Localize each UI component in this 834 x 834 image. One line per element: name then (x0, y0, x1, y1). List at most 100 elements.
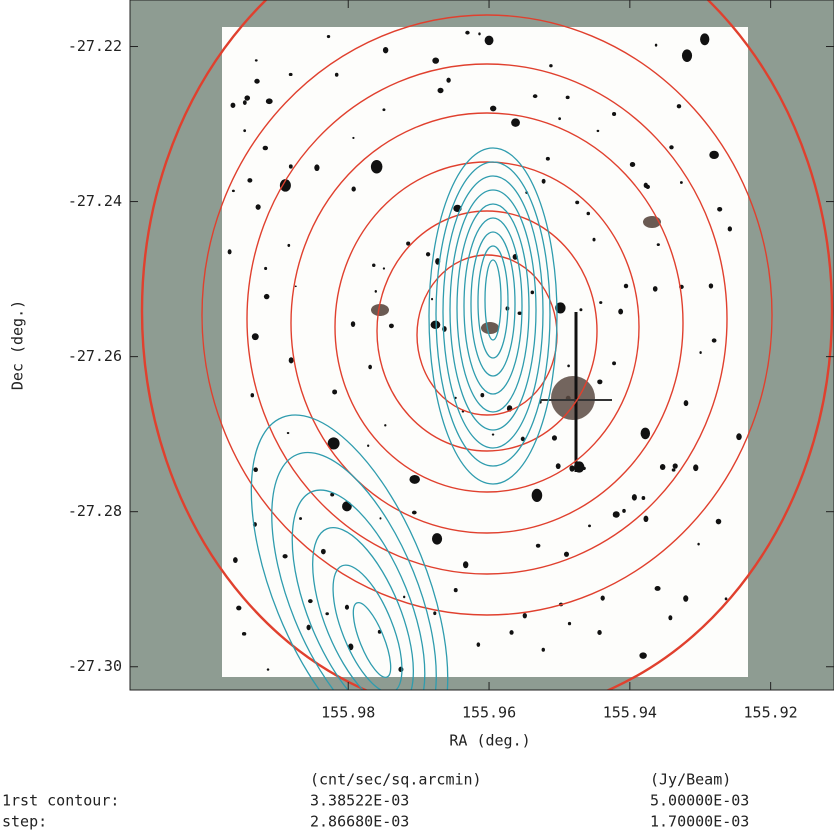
star (426, 252, 430, 256)
star (725, 597, 728, 600)
star (289, 164, 293, 168)
star (680, 181, 683, 184)
star (575, 201, 579, 205)
star (709, 283, 713, 288)
star (372, 264, 375, 268)
star (613, 511, 620, 518)
star (669, 145, 673, 149)
star (566, 96, 570, 100)
star (228, 249, 232, 254)
y-axis-label: Dec (deg.) (9, 300, 27, 390)
star (264, 294, 270, 299)
star (599, 301, 602, 304)
star (564, 552, 569, 557)
star (375, 290, 377, 293)
star (728, 226, 732, 231)
star (673, 463, 678, 468)
star (709, 151, 719, 159)
star (717, 207, 722, 212)
star (242, 632, 246, 636)
optical-image (222, 27, 748, 677)
star (642, 496, 646, 500)
star (379, 517, 381, 519)
star (639, 652, 646, 658)
star (523, 613, 527, 618)
star (243, 129, 246, 132)
y-tick-label: -27.30 (68, 657, 122, 675)
star (684, 400, 689, 406)
star (295, 285, 297, 287)
star (569, 465, 574, 471)
star (253, 467, 258, 472)
contour-unit: (cnt/sec/sq.arcmin) (310, 771, 482, 789)
star (233, 557, 238, 563)
x-tick-label: 155.94 (603, 704, 657, 722)
star (412, 511, 417, 515)
star (558, 117, 561, 120)
star (321, 549, 326, 554)
star (618, 309, 623, 315)
star (266, 98, 273, 104)
star (601, 595, 605, 600)
star (699, 351, 701, 354)
star (244, 95, 250, 100)
star (533, 94, 538, 98)
star (668, 615, 672, 620)
x-axis-label: RA (deg.) (449, 732, 530, 750)
star (485, 36, 494, 46)
star (345, 605, 349, 610)
star (700, 33, 709, 45)
row-label: step: (2, 813, 47, 831)
star (264, 267, 267, 270)
star (657, 243, 660, 246)
star (477, 642, 481, 647)
star (267, 668, 270, 670)
x-tick-label: 155.92 (744, 704, 798, 722)
star (283, 554, 288, 558)
star (677, 104, 681, 108)
star (384, 424, 386, 426)
star (351, 321, 355, 327)
star (546, 157, 550, 161)
star (697, 543, 699, 546)
y-tick-label: -27.26 (68, 347, 122, 365)
star (641, 428, 650, 440)
star (490, 106, 496, 112)
star (632, 494, 637, 500)
contour-first: 3.38522E-03 (310, 792, 409, 810)
star (509, 630, 513, 635)
star (683, 595, 688, 602)
star (409, 475, 420, 484)
star (287, 244, 290, 247)
star (256, 204, 261, 210)
star (588, 524, 591, 527)
star (254, 79, 259, 84)
star (622, 509, 626, 513)
star (660, 464, 666, 470)
star (371, 160, 383, 173)
y-tick-label: -27.28 (68, 502, 122, 520)
star (682, 49, 692, 62)
star (655, 586, 661, 591)
star (342, 501, 352, 511)
star (432, 58, 439, 64)
star (624, 284, 628, 288)
star (308, 599, 313, 603)
contour-unit: (Jy/Beam) (650, 771, 731, 789)
star (655, 44, 657, 47)
star (446, 78, 450, 83)
star (644, 183, 648, 188)
contour-step: 1.70000E-03 (650, 813, 749, 831)
star (693, 464, 698, 471)
star (549, 64, 552, 67)
star (335, 73, 339, 77)
star (351, 187, 355, 192)
star (251, 393, 255, 397)
star (325, 612, 329, 615)
contour-first: 5.00000E-03 (650, 792, 749, 810)
star (314, 164, 319, 171)
star (289, 357, 294, 363)
star (542, 179, 546, 184)
star (352, 137, 354, 139)
star (367, 445, 369, 447)
